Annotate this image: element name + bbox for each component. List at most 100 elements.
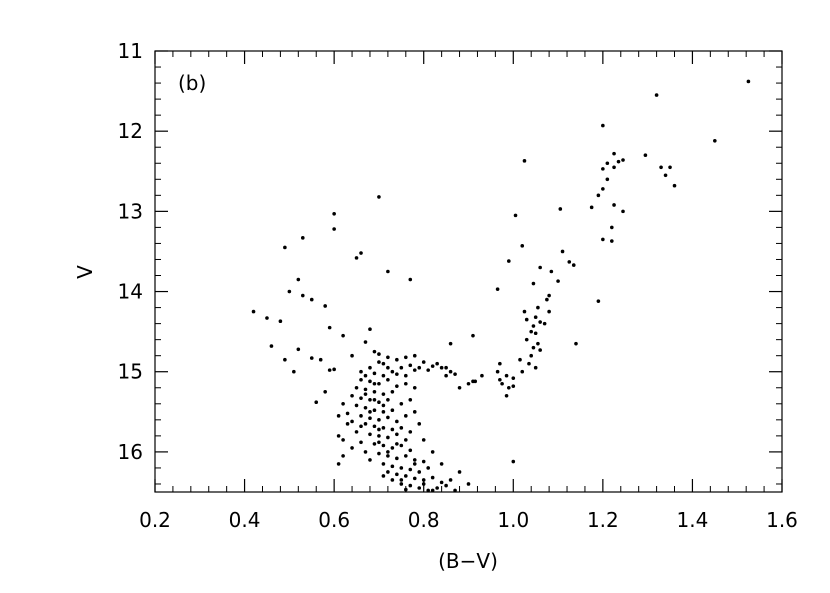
data-point <box>466 482 471 486</box>
data-point <box>377 440 381 445</box>
data-point <box>309 297 314 302</box>
data-point <box>421 360 426 364</box>
data-point <box>363 450 368 454</box>
data-point <box>390 389 395 394</box>
data-point <box>746 79 751 84</box>
data-point <box>359 396 363 400</box>
data-point <box>296 277 301 282</box>
data-point <box>404 438 408 442</box>
x-tick-label: 1.2 <box>587 508 619 532</box>
data-point <box>668 165 672 170</box>
data-point <box>354 430 359 434</box>
x-axis-ticks: 0.2 0.4 0.6 0.8 1.0 1.2 1.4 1.6 <box>139 51 798 532</box>
data-point <box>359 424 363 429</box>
data-point <box>448 341 453 346</box>
data-point <box>359 251 363 255</box>
data-point <box>412 458 417 462</box>
data-point <box>350 393 354 398</box>
data-point <box>359 414 363 418</box>
x-tick-label: 0.6 <box>318 508 350 532</box>
data-point <box>363 422 368 426</box>
data-point <box>612 203 616 207</box>
data-point <box>363 392 368 396</box>
data-point <box>386 269 390 274</box>
data-point <box>589 205 594 210</box>
data-point <box>278 319 283 324</box>
data-point <box>390 464 395 469</box>
y-tick-label: 11 <box>118 39 143 63</box>
data-point <box>368 327 372 332</box>
data-point <box>404 355 408 360</box>
data-point <box>430 475 435 480</box>
data-point <box>560 249 565 254</box>
data-point <box>350 446 354 450</box>
x-tick-label: 1.6 <box>766 508 798 532</box>
data-point <box>421 459 426 464</box>
data-point <box>430 450 435 454</box>
data-point <box>404 381 408 386</box>
data-point <box>354 256 359 260</box>
data-point <box>368 365 372 370</box>
data-point <box>395 384 399 388</box>
data-point <box>399 402 404 406</box>
data-point <box>381 373 386 378</box>
data-point <box>547 309 551 314</box>
data-point <box>533 315 538 320</box>
data-point <box>558 207 563 211</box>
data-point <box>381 462 386 466</box>
data-point <box>381 403 386 408</box>
data-point <box>601 187 605 191</box>
data-point <box>408 363 413 368</box>
data-point <box>363 387 368 392</box>
data-point <box>404 414 408 418</box>
data-point <box>399 482 404 486</box>
data-point <box>507 385 511 390</box>
data-point <box>386 355 390 360</box>
y-tick-label: 13 <box>118 199 143 223</box>
data-point <box>507 259 511 263</box>
data-point <box>386 470 390 474</box>
data-point <box>473 379 478 384</box>
data-point <box>556 279 560 283</box>
data-point <box>421 482 426 486</box>
data-point <box>430 488 435 493</box>
data-point <box>386 377 390 382</box>
data-point <box>386 397 390 402</box>
y-tick-label: 12 <box>118 119 143 143</box>
data-point <box>350 419 354 424</box>
data-point <box>596 193 601 198</box>
data-point <box>368 379 372 384</box>
y-tick-label: 15 <box>118 360 143 384</box>
data-point <box>654 93 659 97</box>
data-point <box>426 368 430 372</box>
data-point <box>520 369 525 374</box>
data-point <box>265 316 269 320</box>
data-point <box>522 159 527 163</box>
data-point <box>533 365 538 370</box>
data-point <box>377 451 381 456</box>
data-point <box>283 245 287 250</box>
data-point <box>471 333 475 338</box>
data-point <box>466 381 471 386</box>
data-point <box>292 369 296 374</box>
data-point <box>327 325 332 330</box>
data-point <box>386 365 390 370</box>
data-point <box>318 357 323 362</box>
data-point <box>549 269 554 274</box>
data-point <box>672 183 677 188</box>
data-point <box>610 239 614 243</box>
data-point <box>332 211 336 216</box>
data-points <box>251 79 751 493</box>
data-point <box>395 442 399 446</box>
data-point <box>421 478 426 482</box>
data-point <box>412 353 417 358</box>
data-point <box>643 153 648 158</box>
data-point <box>531 324 536 328</box>
data-point <box>545 297 549 302</box>
data-point <box>513 213 518 218</box>
data-point <box>511 376 516 380</box>
data-point <box>453 372 457 376</box>
data-point <box>368 416 372 421</box>
data-point <box>536 341 540 346</box>
data-point <box>390 478 395 482</box>
